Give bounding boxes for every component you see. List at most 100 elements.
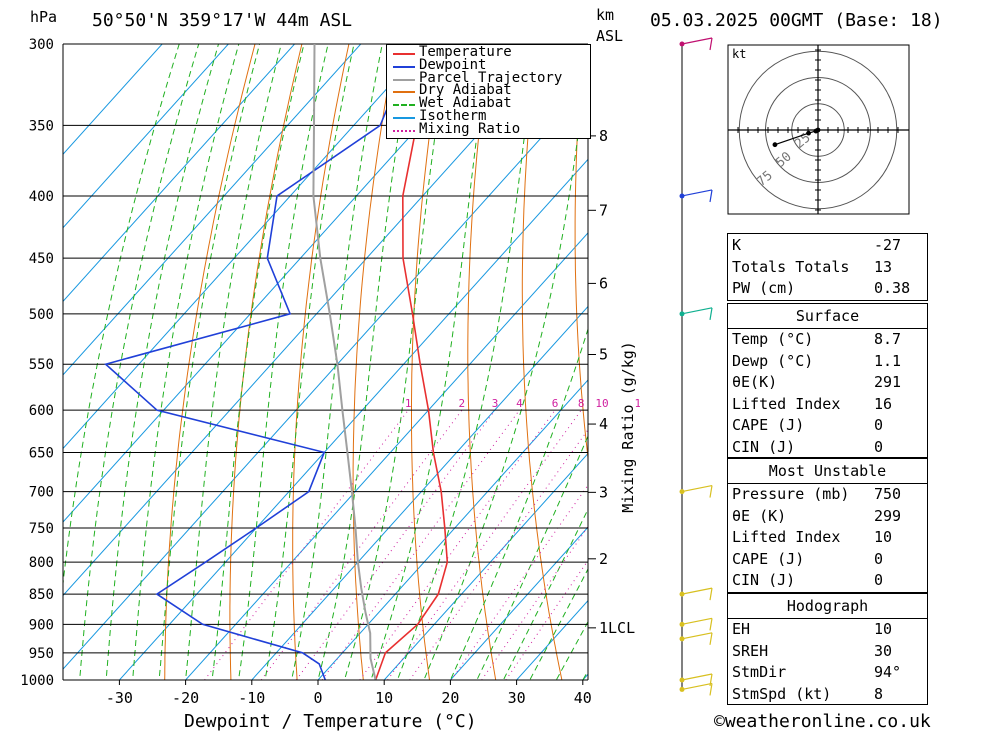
km-tick-label: 7 (599, 201, 608, 219)
x-tick-label: 20 (441, 689, 459, 707)
mixing-ratio-line (409, 428, 588, 680)
wind-barb-flag (709, 618, 713, 631)
row-label: θE(K) (732, 373, 778, 392)
mixing-ratio-line (359, 409, 556, 680)
isobars (63, 43, 588, 681)
mixing-ratio-label: 2 (459, 397, 466, 410)
row-value: 13 (874, 257, 893, 276)
row-value: 0 (874, 571, 884, 590)
wet-adiabat-line (158, 44, 261, 680)
row-label: Pressure (mb) (732, 485, 850, 503)
table-row: CIN (J) 0 (732, 571, 923, 592)
mixing-ratio-line (295, 409, 496, 680)
pressure-tick-label: 700 (29, 485, 54, 501)
pressure-tick-label: 650 (29, 445, 54, 461)
row-value: 10 (874, 620, 893, 638)
row-value: 0 (874, 438, 884, 456)
mixing-ratio-line (450, 484, 588, 680)
legend-label: Isotherm (419, 108, 487, 124)
mixing-ratio-label: 6 (552, 397, 559, 410)
dry-adiabat-line (164, 44, 256, 680)
wet-adiabat-line (529, 567, 588, 680)
legend-swatch (393, 104, 415, 107)
isotherm-line (251, 305, 588, 680)
wind-barb (681, 632, 713, 640)
km-tick-label: 2 (599, 550, 608, 568)
legend-item: Temperature (391, 44, 587, 60)
pressure-tick-label: 400 (29, 189, 54, 205)
wind-barb-flag (709, 189, 713, 203)
dry-adiabat-line (229, 44, 303, 680)
profiles (104, 44, 449, 680)
row-label: Temp (°C) (732, 330, 814, 348)
x-tick-label: 30 (508, 689, 526, 707)
legend-label: Temperature (419, 44, 512, 60)
wind-barb-flag (709, 37, 713, 51)
row-value: 8.7 (874, 330, 902, 348)
legend: Temperature Dewpoint Parcel Trajectory Dry … (386, 44, 591, 139)
row-label: CIN (J) (732, 571, 796, 590)
table-row: Lifted Index 16 (732, 395, 923, 416)
mixing-ratio-line (260, 409, 463, 680)
mixing-ratio-line (387, 409, 582, 680)
legend-item: Parcel Trajectory (391, 71, 587, 86)
row-label: EH (732, 620, 751, 638)
table-row: StmSpd (kt) 8 (732, 685, 923, 706)
legend-item: Dewpoint (391, 58, 587, 73)
isotherm-line (317, 379, 588, 680)
table-row: CIN (J) 0 (732, 438, 923, 459)
wet-adiabat-line (502, 508, 588, 680)
pressure-tick-label: 300 (29, 37, 54, 53)
location-title: 50°50'N 359°17'W 44m ASL (92, 10, 353, 31)
x-tick-label: 10 (375, 689, 393, 707)
legend-swatch (393, 117, 415, 119)
row-value: 0 (874, 549, 884, 568)
wind-barb-flag (709, 683, 713, 696)
table-row: Pressure (mb) 750 (732, 485, 923, 506)
mixing-ratio-axis-label: Mixing Ratio (g/kg) (618, 341, 637, 513)
row-value: 299 (874, 506, 902, 525)
row-label: StmDir (732, 663, 787, 682)
wind-barb-flag (709, 588, 713, 601)
temperature-line (374, 44, 449, 680)
axes: 1234681015202530035040045050055060065070… (20, 37, 640, 707)
wind-barb (681, 587, 713, 595)
legend-swatch (393, 91, 415, 94)
row-value: -27 (874, 236, 902, 254)
row-label: CAPE (J) (732, 549, 805, 568)
mixing-ratio-label: 3 (492, 397, 499, 410)
table-row: θE (K) 299 (732, 507, 923, 528)
pressure-tick-label: 950 (29, 646, 54, 662)
dewpoint-line (104, 44, 415, 680)
indices-table: K -27 Totals Totals 13 PW (cm) 0.38 (727, 233, 928, 301)
wet-adiabat-line (290, 44, 383, 680)
legend-swatch (393, 129, 415, 132)
row-value: 30 (874, 641, 893, 660)
mixing-ratio-label: 8 (578, 397, 585, 410)
table-row: PW (cm) 0.38 (732, 279, 923, 300)
wind-barb (681, 484, 713, 493)
hpa-label: hPa (30, 8, 58, 26)
isotherm-line (63, 85, 588, 670)
isotherm-line (118, 158, 588, 680)
row-label: CIN (J) (732, 438, 796, 456)
legend-swatch (393, 53, 415, 55)
legend-swatch (393, 65, 415, 68)
pressure-tick-label: 600 (29, 403, 54, 419)
mixing-ratio-label: 4 (516, 397, 523, 410)
wet-adiabat-line (396, 44, 537, 680)
row-label: Lifted Index (732, 528, 841, 547)
row-value: 8 (874, 684, 884, 703)
table-row: Totals Totals 13 (732, 258, 923, 279)
hodograph-table: Hodograph EH 10 SREH 30 StmDir 94° StmSpd (kt)… (727, 593, 928, 705)
wet-adiabat-line (79, 44, 200, 680)
row-label: Dewp (°C) (732, 351, 814, 370)
hodograph-point (806, 130, 811, 136)
x-tick-label: -10 (238, 689, 265, 707)
legend-item: Wet Adiabat (391, 96, 587, 111)
date-title: 05.03.2025 00GMT (Base: 18) (650, 10, 943, 31)
row-value: 0 (874, 416, 884, 435)
table-row: Lifted Index 10 (732, 528, 923, 549)
km-tick-label: 5 (599, 345, 608, 363)
